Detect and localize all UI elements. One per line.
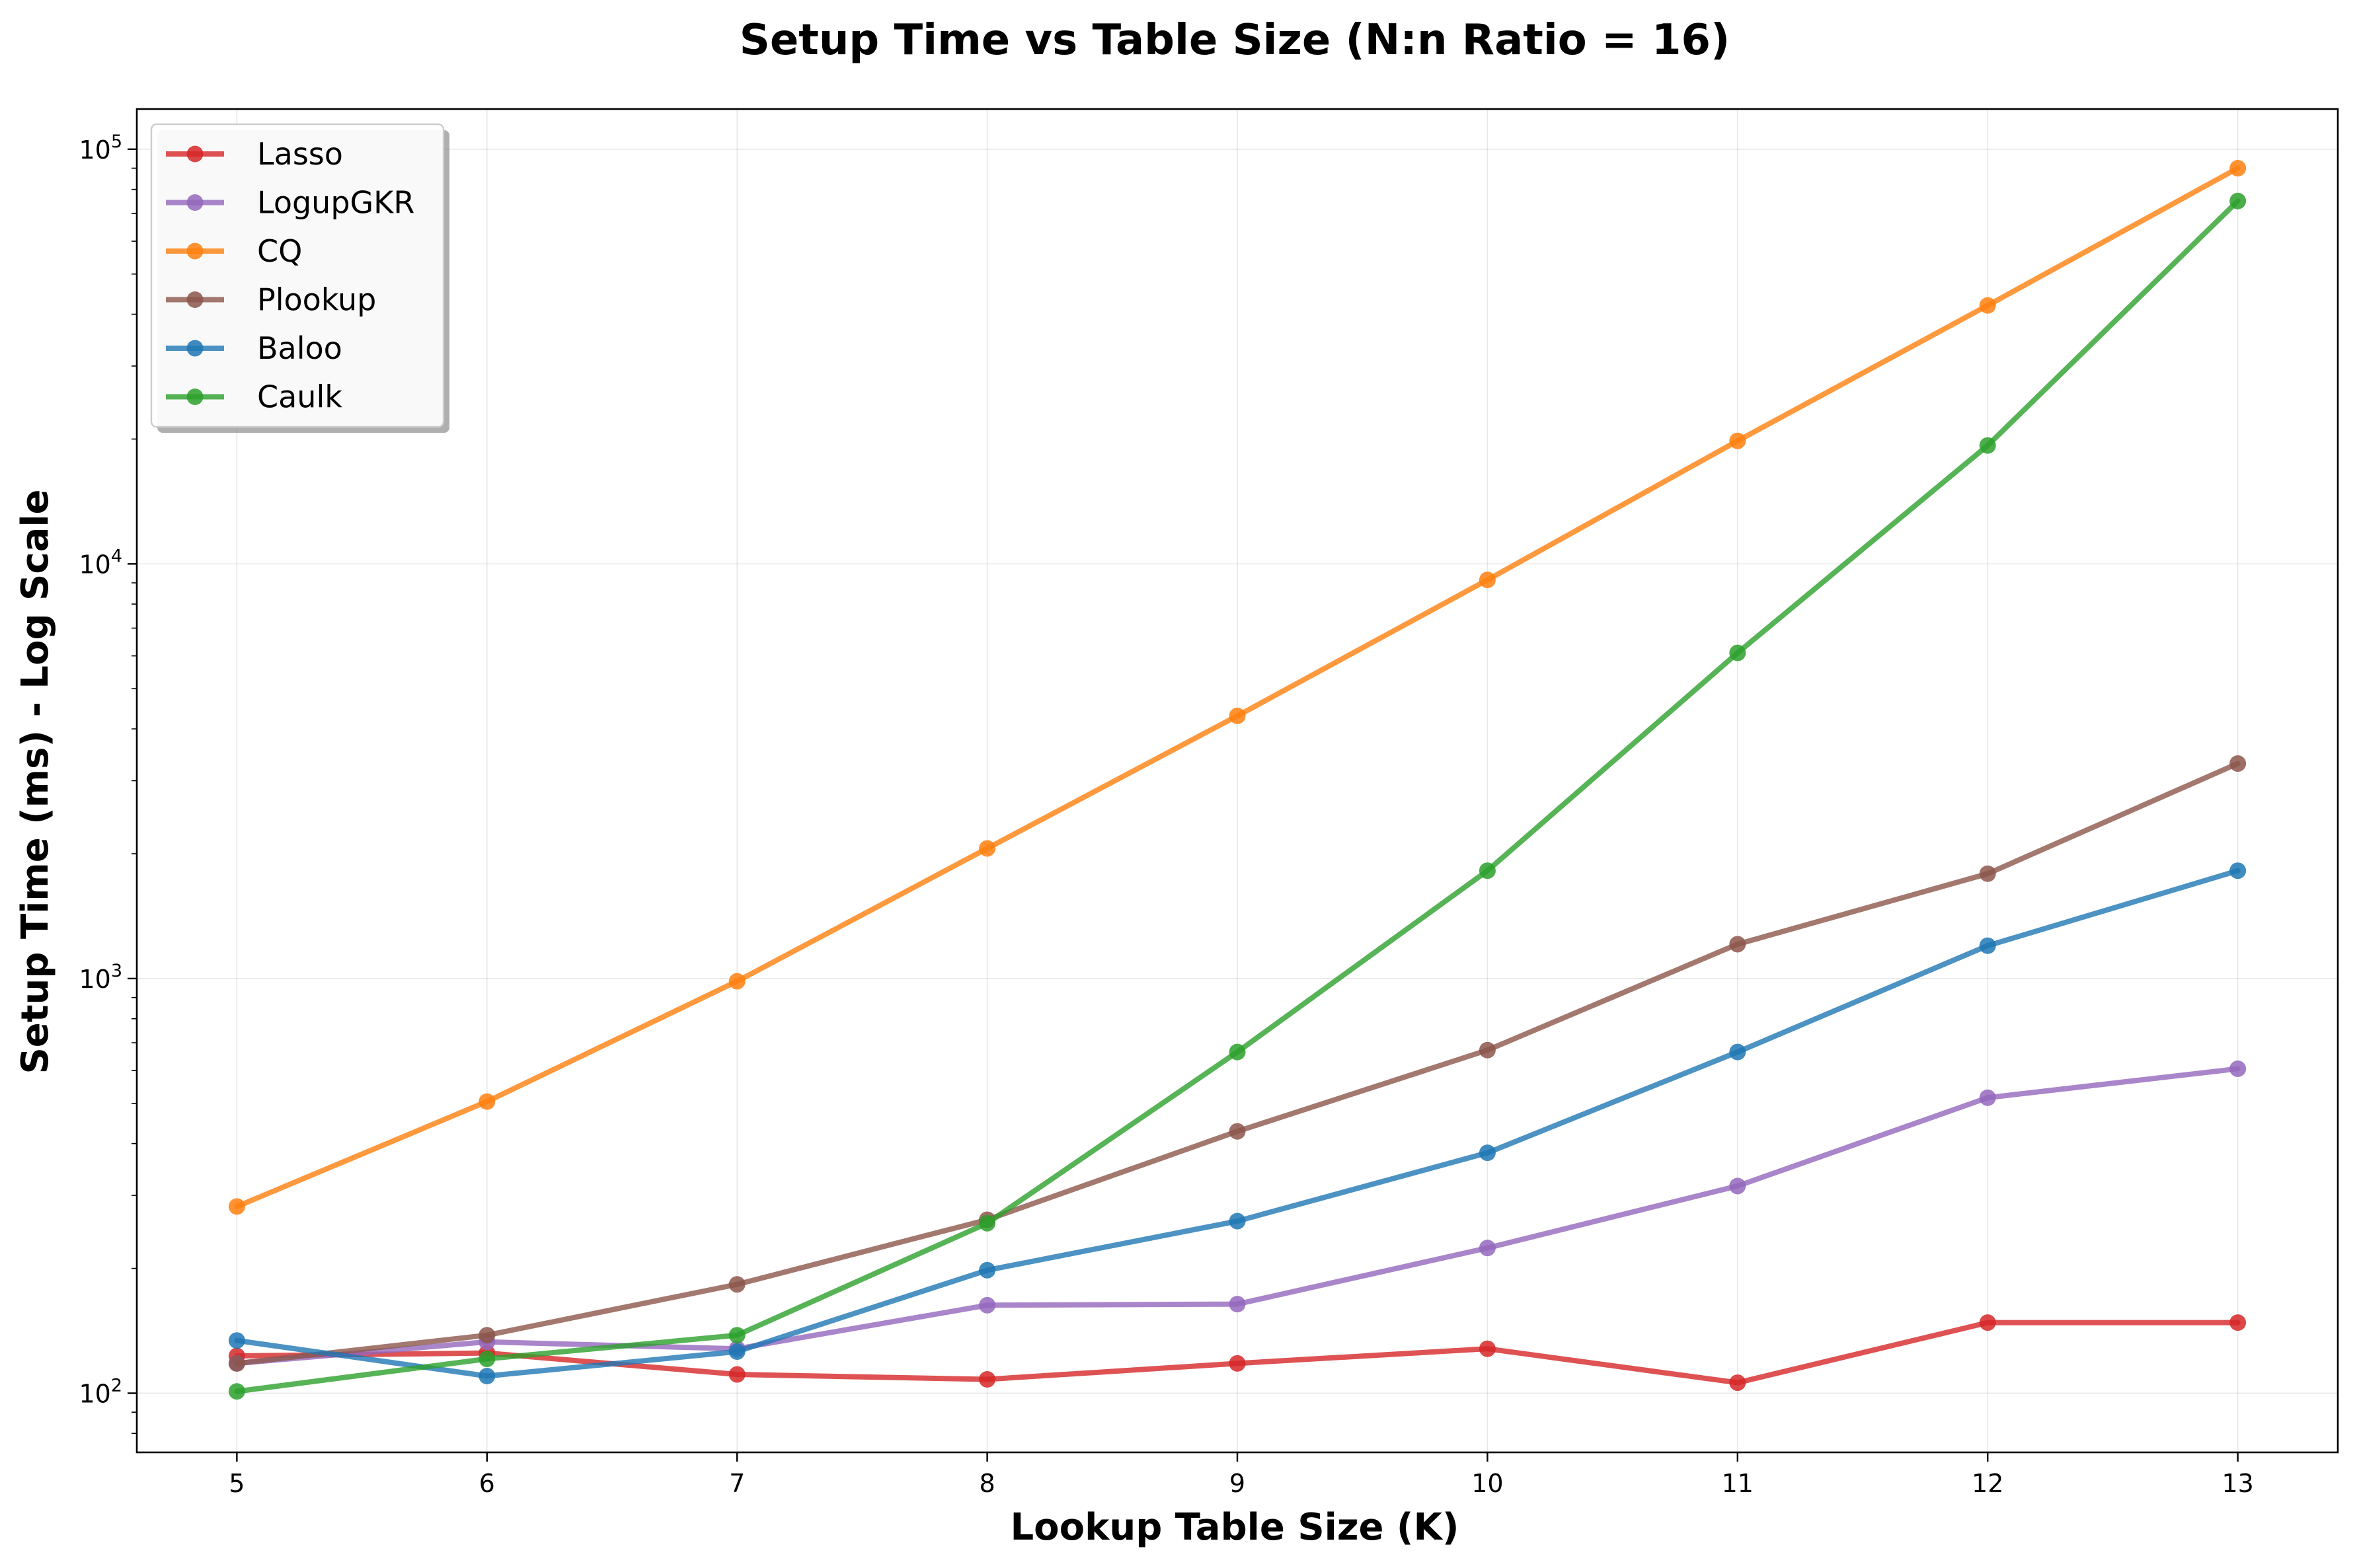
y-axis-label: Setup Time (ms) - Log Scale (14, 489, 57, 1074)
x-tick-label: 7 (729, 1469, 745, 1498)
data-point-caulk (2229, 192, 2247, 209)
legend-label-logupgkr: LogupGKR (257, 185, 414, 221)
legend-label-plookup: Plookup (257, 282, 376, 318)
data-point-plookup (728, 1276, 746, 1293)
data-point-cq (479, 1093, 496, 1110)
data-point-lasso (2229, 1314, 2247, 1331)
x-tick-label: 8 (979, 1469, 995, 1498)
legend-item-plookup: Plookup (166, 282, 376, 318)
data-point-baloo (1229, 1213, 1246, 1230)
y-tick-label: 105 (79, 131, 122, 165)
x-axis: 5 6 7 8 9 10 11 12 13 (229, 1452, 2254, 1498)
data-point-baloo (228, 1332, 245, 1349)
x-tick-label: 10 (1471, 1469, 1503, 1498)
data-point-cq (979, 840, 996, 857)
legend-marker-lasso (186, 145, 204, 163)
y-tick-label: 103 (79, 961, 122, 994)
data-point-caulk (728, 1327, 746, 1344)
data-point-baloo (479, 1367, 496, 1384)
data-point-logupgkr (1479, 1240, 1496, 1257)
data-point-logupgkr (1229, 1296, 1246, 1313)
legend-label-baloo: Baloo (257, 330, 342, 366)
legend-label-lasso: Lasso (257, 136, 343, 172)
data-point-plookup (1229, 1123, 1246, 1140)
x-tick-label: 9 (1229, 1469, 1245, 1498)
legend-marker-baloo (186, 340, 204, 357)
data-point-baloo (979, 1261, 996, 1279)
legend-item-logupgkr: LogupGKR (166, 185, 414, 221)
data-point-cq (1979, 297, 1996, 314)
series-lasso (228, 1314, 2247, 1392)
data-point-lasso (728, 1366, 746, 1383)
data-point-lasso (1479, 1340, 1496, 1357)
x-axis-label: Lookup Table Size (K) (1010, 1506, 1459, 1549)
data-point-baloo (728, 1343, 746, 1360)
legend-marker-caulk (186, 389, 204, 405)
grid-layer (137, 109, 2338, 1452)
y-tick-label: 104 (79, 546, 122, 579)
x-tick-label: 6 (479, 1469, 495, 1498)
data-point-cq (728, 973, 746, 990)
data-point-caulk (1729, 644, 1746, 661)
plot-area (135, 108, 2339, 1454)
data-point-baloo (1729, 1043, 1746, 1061)
series-baloo (228, 862, 2247, 1384)
data-point-lasso (1979, 1314, 1996, 1331)
data-point-caulk (979, 1214, 996, 1232)
legend-box (150, 123, 445, 428)
data-point-logupgkr (1729, 1177, 1746, 1195)
data-point-logupgkr (979, 1296, 996, 1314)
legend-label-cq: CQ (257, 233, 302, 269)
data-point-cq (228, 1198, 245, 1215)
data-point-baloo (1979, 937, 1996, 954)
data-point-baloo (2229, 862, 2247, 879)
y-axis: 102 103 104 105 (79, 131, 137, 1435)
legend-label-caulk: Caulk (257, 379, 342, 415)
data-point-cq (1729, 432, 1746, 449)
data-point-lasso (1729, 1374, 1746, 1392)
legend-marker-logupgkr (186, 194, 204, 211)
legend-item-lasso: Lasso (166, 136, 343, 172)
data-point-cq (2229, 160, 2247, 177)
data-point-cq (1479, 572, 1496, 589)
x-tick-label: 13 (2222, 1469, 2253, 1498)
data-point-plookup (1479, 1041, 1496, 1059)
series-caulk (228, 192, 2247, 1400)
legend-marker-cq (186, 243, 204, 260)
legend-marker-plookup (186, 291, 204, 308)
data-point-caulk (1229, 1043, 1246, 1061)
data-point-lasso (979, 1370, 996, 1388)
legend: Lasso LogupGKR CQ Plookup Baloo Caulk (150, 123, 449, 433)
data-point-caulk (1479, 862, 1496, 879)
data-point-lasso (1229, 1355, 1246, 1372)
data-point-plookup (479, 1327, 496, 1344)
series-layer (228, 160, 2247, 1400)
data-point-caulk (1979, 437, 1996, 454)
legend-item-caulk: Caulk (166, 379, 342, 415)
data-point-cq (1229, 707, 1246, 724)
data-point-baloo (1479, 1144, 1496, 1162)
y-tick-label: 102 (79, 1375, 122, 1408)
data-point-plookup (228, 1355, 245, 1372)
data-point-plookup (1729, 936, 1746, 953)
data-point-plookup (2229, 755, 2247, 772)
data-point-caulk (228, 1383, 245, 1400)
data-point-plookup (1979, 865, 1996, 882)
x-tick-label: 5 (229, 1469, 245, 1498)
data-point-logupgkr (1979, 1089, 1996, 1106)
legend-item-baloo: Baloo (166, 330, 342, 366)
x-tick-label: 11 (1722, 1469, 1754, 1498)
legend-item-cq: CQ (166, 233, 302, 269)
chart-title: Setup Time vs Table Size (N:n Ratio = 16… (740, 16, 1730, 65)
data-point-caulk (479, 1351, 496, 1368)
data-point-logupgkr (2229, 1060, 2247, 1077)
series-cq (228, 160, 2247, 1215)
x-tick-label: 12 (1972, 1469, 2003, 1498)
